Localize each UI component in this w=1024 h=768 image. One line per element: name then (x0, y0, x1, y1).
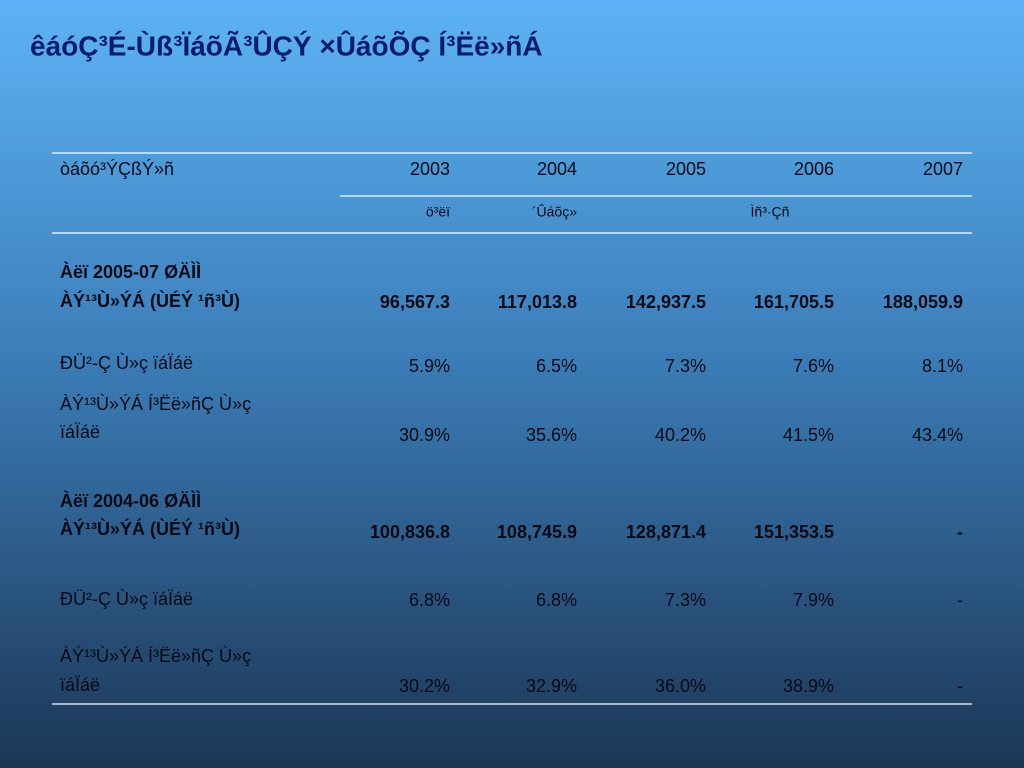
cell: 151,353.5 (754, 522, 834, 542)
row-label: Àëï 2004-06 ØÄÌÌ (60, 490, 201, 511)
cell: 117,013.8 (498, 292, 577, 312)
subheader-cell: ö³ëï (426, 204, 450, 220)
cell: - (957, 590, 963, 610)
cell: 30.9% (399, 425, 450, 445)
subheader-cell: Ìñ³·Çñ (751, 204, 790, 220)
cell: 41.5% (783, 425, 834, 445)
cell: 96,567.3 (380, 292, 450, 312)
row-label: ÀÝ¹³Ù»ÝÁ Í³Ëë»ñÇ Ù»ç (60, 645, 251, 666)
header-cell: 2005 (666, 159, 706, 179)
cell: 6.5% (536, 356, 577, 376)
row-label: ÀÝ¹³Ù»ÝÁ Í³Ëë»ñÇ Ù»ç (60, 393, 251, 414)
row-label: ïáÏáë (60, 422, 100, 442)
row-label: ÐÜ²-Ç Ù»ç ïáÏáë (60, 588, 193, 609)
cell: 30.2% (399, 676, 450, 696)
row-label: ÐÜ²-Ç Ù»ç ïáÏáë (60, 352, 193, 373)
cell: 188,059.9 (883, 292, 963, 312)
cell: 142,937.5 (626, 292, 706, 312)
cell: 32.9% (526, 676, 577, 696)
cell: 108,745.9 (497, 522, 577, 542)
cell: 5.9% (409, 356, 450, 376)
row-label: Àëï 2005-07 ØÄÌÌ (60, 261, 201, 282)
cell: 128,871.4 (626, 522, 706, 542)
cell: 43.4% (912, 425, 963, 445)
cell: 7.6% (793, 356, 834, 376)
cell: 7.3% (665, 356, 706, 376)
subheader-cell: ´Ûáõç» (532, 204, 577, 220)
cell: 8.1% (922, 356, 963, 376)
cell: 161,705.5 (754, 292, 834, 312)
row-label: ïáÏáë (60, 675, 100, 695)
row-label: ÀÝ¹³Ù»ÝÁ (ÙÉÝ ¹ñ³Ù) (60, 290, 240, 311)
cell: 6.8% (409, 590, 450, 610)
cell: 36.0% (655, 676, 706, 696)
cell: 35.6% (526, 425, 577, 445)
cell: 7.3% (665, 590, 706, 610)
cell: 7.9% (793, 590, 834, 610)
cell: 40.2% (655, 425, 706, 445)
row-label: ÀÝ¹³Ù»ÝÁ (ÙÉÝ ¹ñ³Ù) (60, 518, 240, 539)
header-cell: 2003 (410, 159, 450, 179)
slide-title: êáóÇ³É-Ùß³ÏáõÃ³ÛÇÝ ×ÛáõÕÇ Í³Ëë»ñÁ (30, 29, 543, 61)
cell: - (957, 522, 963, 542)
cell: 6.8% (536, 590, 577, 610)
cell: 100,836.8 (370, 522, 450, 542)
cell: - (957, 676, 963, 696)
header-cell: 2004 (537, 159, 577, 179)
header-cell: 2007 (923, 159, 963, 179)
cell: 38.9% (783, 676, 834, 696)
header-cell: 2006 (794, 159, 834, 179)
header-cell: òáõó³ÝÇßÝ»ñ (60, 159, 174, 179)
